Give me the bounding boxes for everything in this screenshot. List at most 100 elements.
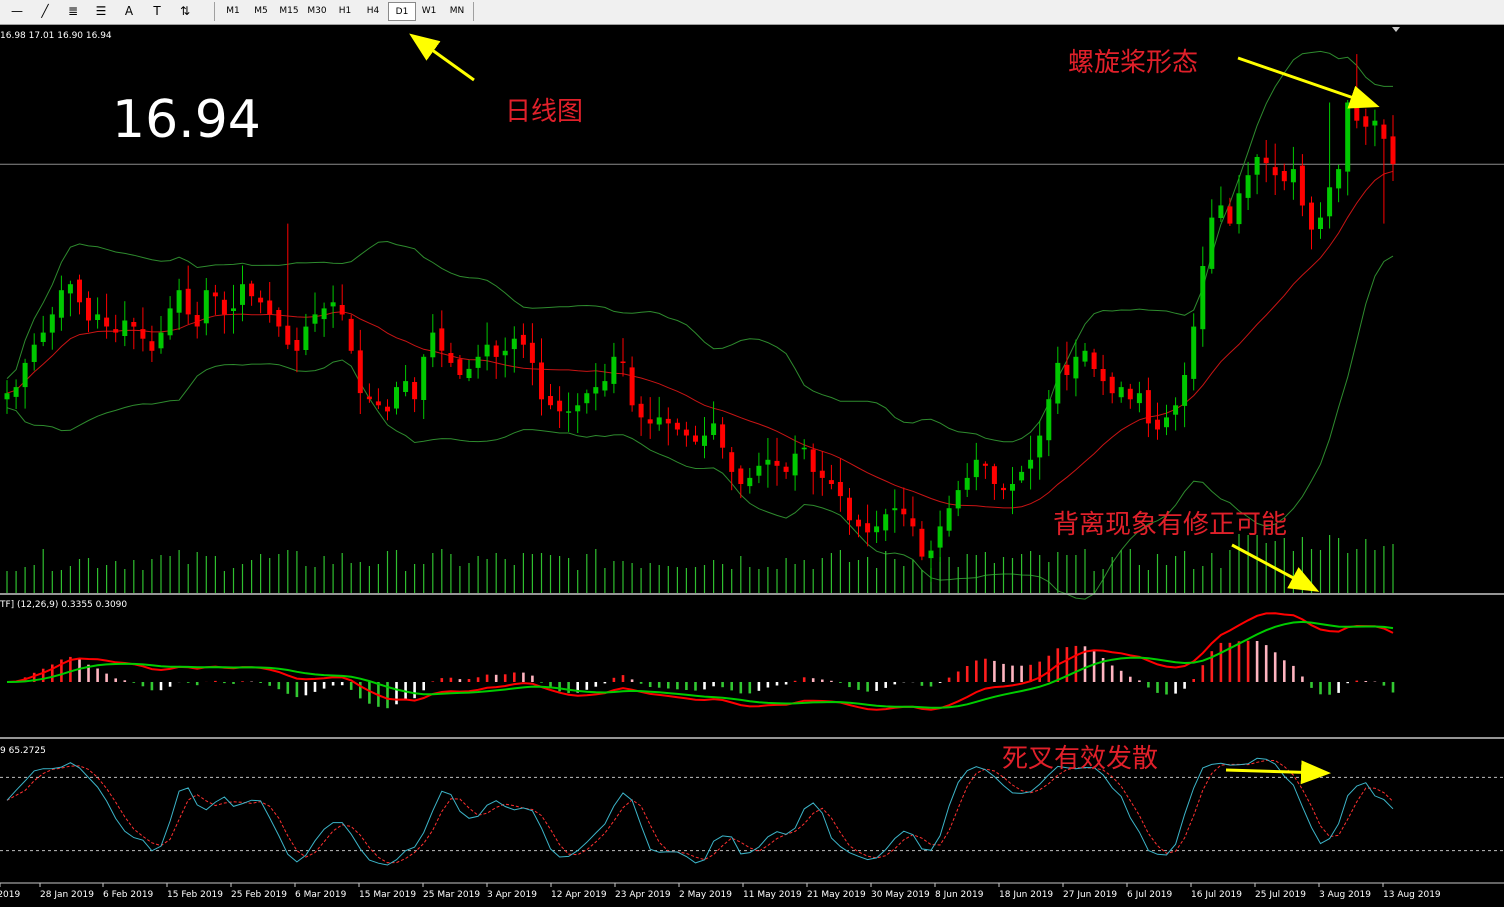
candle-body — [711, 423, 717, 435]
timeframe-d1[interactable]: D1 — [388, 2, 416, 21]
candle-body — [466, 368, 472, 378]
candle-body — [457, 359, 463, 375]
price-chart[interactable]: 16.98 17.01 16.90 16.94 16.94 TF] (12,26,… — [0, 25, 1504, 907]
candle-body — [158, 332, 164, 349]
candle-body — [1318, 217, 1323, 229]
candle-body — [928, 550, 934, 559]
candle-body — [493, 345, 499, 357]
candle-body — [1281, 171, 1287, 182]
candle-body — [1100, 369, 1106, 382]
candle-body — [1164, 417, 1169, 428]
candle-body — [1327, 187, 1333, 217]
candle-body — [991, 466, 997, 484]
timeframe-w1[interactable]: W1 — [421, 6, 437, 16]
stoch-main-line — [6, 757, 1394, 866]
candle-body — [566, 411, 572, 413]
text-label-tool-icon[interactable]: T — [153, 4, 161, 18]
timeframe-m15[interactable]: M15 — [279, 6, 299, 16]
candle-body — [1336, 169, 1342, 189]
candle-body — [312, 314, 318, 324]
text-tool-icon[interactable]: A — [124, 4, 134, 18]
timeframe-mn[interactable]: MN — [449, 6, 465, 16]
macd-signal-line — [6, 620, 1394, 709]
timeframe-m1[interactable]: M1 — [226, 6, 240, 16]
candle-body — [176, 290, 182, 313]
x-tick-label: 23 Apr 2019 — [615, 890, 671, 900]
candle-body — [892, 508, 898, 511]
candle-body — [385, 406, 390, 412]
candle-body — [810, 449, 816, 472]
annotation-death-cross: 死叉有效发散 — [1002, 744, 1158, 774]
timeframe-m5[interactable]: M5 — [254, 6, 268, 16]
candle-body — [720, 424, 726, 448]
candle-body — [1064, 364, 1070, 375]
candle-body — [1037, 435, 1043, 458]
x-tick-label: 18 Jun 2019 — [999, 890, 1053, 900]
candle-body — [104, 317, 110, 327]
fibonacci-tool-icon[interactable]: ≣ — [67, 4, 79, 18]
x-tick-label: 8 Jun 2019 — [935, 890, 984, 900]
candle-body — [919, 528, 925, 557]
x-tick-label: 6 Feb 2019 — [103, 890, 154, 900]
candle-body — [375, 401, 381, 406]
candle-body — [194, 315, 200, 327]
candle-body — [874, 526, 880, 533]
x-tick-label: 25 Jul 2019 — [1255, 890, 1306, 900]
candle-body — [1390, 136, 1396, 165]
candle-body — [756, 465, 762, 476]
candle-body — [403, 381, 409, 392]
candle-body — [140, 329, 146, 339]
candle-body — [1127, 388, 1133, 400]
candle-body — [937, 526, 943, 548]
candle-body — [240, 284, 245, 305]
timeframe-h4[interactable]: H4 — [366, 6, 380, 16]
candle-body — [1046, 399, 1052, 441]
trendline-tool-icon[interactable]: ╱ — [41, 4, 49, 18]
candle-body — [729, 452, 735, 472]
candle-body — [13, 387, 19, 397]
annotation-propeller: 螺旋桨形态 — [1068, 48, 1198, 78]
candle-body — [339, 305, 345, 315]
timeframe-h1[interactable]: H1 — [338, 6, 352, 16]
x-tick-label: 21 May 2019 — [807, 890, 866, 900]
x-tick-label: 30 May 2019 — [871, 890, 930, 900]
candle-body — [40, 332, 46, 342]
timeframe-m30[interactable]: M30 — [307, 6, 327, 16]
candle-body — [357, 350, 363, 394]
arrows-tool-icon[interactable]: ⇅ — [179, 4, 191, 18]
candle-body — [883, 514, 889, 531]
x-tick-label: 16 Jul 2019 — [1191, 890, 1242, 900]
x-tick-label: 15 Feb 2019 — [167, 890, 223, 900]
x-tick-label: 25 Feb 2019 — [231, 890, 287, 900]
candle-body — [258, 297, 264, 303]
fibo-fan-tool-icon[interactable]: ☰ — [95, 4, 107, 18]
line-tool-icon[interactable]: — — [11, 4, 23, 18]
candle-body — [792, 453, 798, 476]
candle-body — [1299, 165, 1305, 206]
candle-body — [593, 387, 599, 394]
main-panel: 16.98 17.01 16.90 16.94 16.94 — [0, 31, 1504, 600]
candle-body — [22, 362, 28, 388]
toolbar-separator — [214, 2, 215, 21]
candle-body — [584, 393, 590, 404]
candle-body — [539, 362, 544, 400]
x-tick-label: 25 Mar 2019 — [423, 890, 480, 900]
candle-body — [1290, 169, 1296, 183]
candle-body — [185, 288, 191, 315]
candle-body — [1236, 193, 1242, 225]
candle-body — [203, 290, 209, 324]
candle-body — [548, 396, 553, 406]
candle-body — [656, 417, 662, 425]
arrow-propeller — [1237, 56, 1380, 109]
x-tick-label: 27 Jun 2019 — [1063, 890, 1117, 900]
candle-body — [1010, 484, 1015, 491]
candle-body — [638, 403, 644, 418]
candle-body — [973, 459, 979, 478]
candle-body — [484, 344, 490, 357]
candle-body — [629, 367, 635, 406]
candle-body — [58, 290, 64, 318]
candle-body — [801, 447, 807, 450]
candle-body — [212, 292, 218, 297]
annotation-divergence: 背离现象有修正可能 — [1053, 510, 1287, 540]
candle-body — [122, 320, 128, 336]
